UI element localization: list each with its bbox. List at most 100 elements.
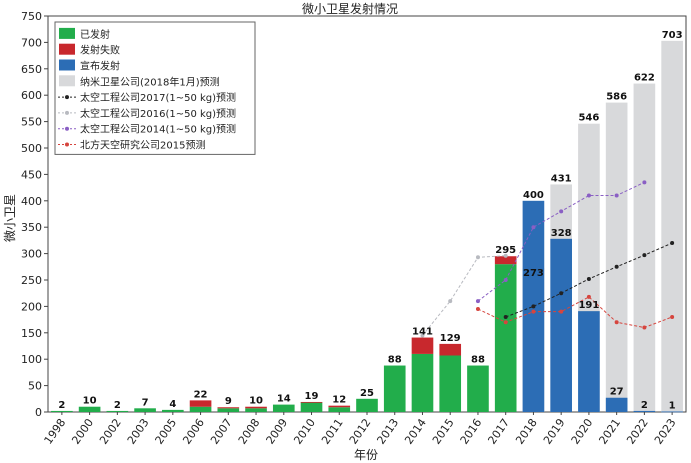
chart-title: 微小卫星发射情况 bbox=[302, 1, 398, 16]
data-label: 14 bbox=[277, 394, 291, 405]
data-label: 27 bbox=[610, 387, 624, 398]
forecast-point bbox=[531, 225, 536, 230]
bar-launched bbox=[328, 407, 351, 412]
x-axis: 1998 2000 2002 2003 2005 2006 2007 2008 2009 2010… bbox=[42, 412, 679, 447]
y-tick-label: 550 bbox=[21, 116, 42, 129]
x-tick-label: 2007 bbox=[208, 416, 235, 446]
forecast-point bbox=[531, 309, 536, 314]
forecast-point bbox=[503, 320, 508, 325]
data-label: 273 bbox=[523, 268, 544, 279]
forecast-point bbox=[670, 241, 675, 246]
data-label: 191 bbox=[578, 300, 599, 311]
bar-announced bbox=[550, 238, 572, 412]
bar-launched bbox=[300, 402, 323, 412]
x-tick-label: 2008 bbox=[236, 416, 263, 446]
bar-launched bbox=[134, 408, 156, 412]
forecast-point bbox=[642, 325, 647, 330]
data-label: 4 bbox=[169, 399, 176, 410]
y-tick-label: 450 bbox=[21, 168, 42, 181]
data-label: 328 bbox=[551, 228, 572, 239]
bar-failed bbox=[217, 407, 240, 409]
legend-label: 太空工程公司2014(1~50 kg)预测 bbox=[80, 123, 236, 136]
forecast-point bbox=[586, 193, 591, 198]
bar-failed bbox=[411, 337, 434, 354]
legend-box bbox=[54, 21, 256, 155]
y-tick-label: 0 bbox=[35, 406, 42, 419]
forecast-point bbox=[586, 276, 591, 281]
bar-failed bbox=[439, 343, 462, 356]
x-tick-label: 2014 bbox=[402, 416, 429, 446]
data-label: 703 bbox=[662, 30, 683, 41]
forecast-point bbox=[559, 309, 564, 314]
y-tick-label: 150 bbox=[21, 327, 42, 340]
legend-marker bbox=[65, 142, 69, 147]
x-tick-label: 2020 bbox=[569, 416, 596, 446]
forecast-point bbox=[503, 253, 508, 258]
data-label: 7 bbox=[142, 397, 149, 408]
x-tick-label: 2009 bbox=[264, 416, 291, 446]
y-tick-label: 300 bbox=[21, 248, 42, 261]
x-tick-label: 2010 bbox=[291, 416, 318, 446]
forecast-point bbox=[475, 299, 480, 304]
data-label: 586 bbox=[606, 92, 627, 103]
bar-launched bbox=[467, 365, 489, 412]
lines bbox=[420, 180, 675, 338]
legend-marker bbox=[65, 110, 69, 115]
x-tick-label: 2016 bbox=[458, 416, 485, 446]
data-label: 141 bbox=[412, 327, 433, 338]
y-tick-label: 200 bbox=[21, 300, 42, 313]
legend-marker bbox=[65, 95, 69, 100]
forecast-point bbox=[448, 299, 453, 304]
x-tick-label: 2011 bbox=[319, 416, 346, 446]
bar-launched bbox=[78, 406, 101, 412]
legend-label: 发射失败 bbox=[80, 44, 120, 57]
data-label: 546 bbox=[578, 113, 599, 124]
y-tick-label: 350 bbox=[21, 221, 42, 234]
legend-label: 太空工程公司2017(1~50 kg)预测 bbox=[80, 91, 236, 104]
forecast-point bbox=[614, 320, 619, 325]
forecast-point bbox=[670, 314, 675, 319]
data-label: 622 bbox=[634, 73, 655, 84]
data-label: 2 bbox=[641, 400, 648, 411]
x-tick-label: 2015 bbox=[430, 416, 457, 446]
data-label: 129 bbox=[440, 333, 461, 344]
bar-failed bbox=[245, 406, 267, 409]
forecast-point bbox=[475, 255, 480, 260]
y-tick-label: 600 bbox=[21, 89, 42, 102]
x-tick-label: 2013 bbox=[374, 416, 401, 446]
y-tick-label: 100 bbox=[21, 353, 42, 366]
bar-forecast bbox=[605, 102, 628, 412]
forecast-point bbox=[420, 333, 425, 338]
forecast-point bbox=[475, 307, 480, 312]
x-tick-label: 2018 bbox=[513, 416, 540, 446]
y-tick-label: 700 bbox=[21, 36, 42, 49]
x-tick-label: 2000 bbox=[69, 416, 96, 446]
legend: 已发射发射失败宣布发射纳米卫星公司(2018年1月)预测太空工程公司2017(1… bbox=[54, 21, 256, 155]
forecast-point bbox=[586, 294, 591, 299]
data-label: 1 bbox=[669, 400, 676, 411]
bar-announced bbox=[633, 410, 656, 412]
x-tick-label: 2022 bbox=[624, 416, 651, 446]
bar-launched bbox=[494, 264, 517, 412]
bar-launched bbox=[439, 355, 462, 412]
x-tick-label: 2017 bbox=[485, 416, 512, 446]
forecast-point bbox=[642, 253, 647, 258]
legend-label: 宣布发射 bbox=[80, 60, 120, 73]
forecast-point bbox=[559, 291, 564, 296]
data-label: 9 bbox=[225, 396, 232, 407]
forecast-point bbox=[614, 193, 619, 198]
legend-swatch bbox=[59, 27, 75, 39]
bar-launched bbox=[356, 398, 378, 412]
bar-announced bbox=[605, 397, 628, 412]
y-tick-label: 50 bbox=[28, 380, 42, 393]
bar-failed bbox=[328, 405, 351, 408]
data-label: 12 bbox=[332, 395, 346, 406]
y-tick-label: 750 bbox=[21, 10, 42, 23]
bar-launched bbox=[106, 410, 129, 412]
data-label: 431 bbox=[551, 173, 572, 184]
data-label: 22 bbox=[194, 389, 208, 400]
x-tick-label: 2002 bbox=[97, 416, 124, 446]
data-label: 88 bbox=[388, 355, 402, 366]
forecast-point bbox=[503, 314, 508, 319]
